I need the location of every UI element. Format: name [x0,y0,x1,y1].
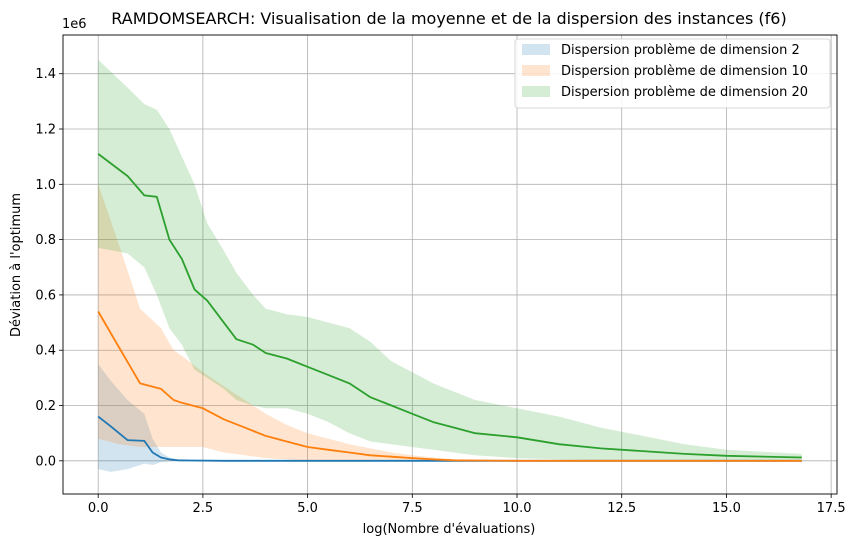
mean-line-3 [97,153,802,459]
y-axis-title: Déviation à l'optimum [9,193,24,337]
legend-swatch [522,44,550,55]
x-tick-label: 5.0 [297,501,318,516]
x-tick-label: 12.5 [607,501,636,516]
chart-title: RAMDOMSEARCH: Visualisation de la moyenn… [111,9,786,28]
y-tick-label: 0.0 [35,454,56,469]
x-tick-label: 15.0 [712,501,741,516]
x-axis: 0.0 2.5 5.0 7.5 10.0 12.5 15.0 17.5 [88,494,846,516]
legend-swatch [522,86,550,97]
y-axis: 0.0 0.2 0.4 0.6 0.8 1.0 1.2 1.4 [35,67,63,469]
legend-label: Dispersion problème de dimension 2 [561,43,800,58]
x-axis-title: log(Nombre d'évaluations) [363,522,536,537]
mean-line-2 [97,311,802,462]
legend-frame [514,38,831,109]
y-tick-label: 0.6 [35,288,56,303]
mean-line-1 [97,415,802,462]
x-tick-label: 0.0 [88,501,109,516]
plot-frame [62,34,838,495]
mean-lines [97,153,802,462]
legend-label: Dispersion problème de dimension 20 [561,85,808,100]
y-tick-label: 1.2 [35,123,56,138]
x-tick-label: 17.5 [817,501,846,516]
dispersion-band-1 [98,364,802,472]
legend-label: Dispersion problème de dimension 10 [561,64,808,79]
y-tick-label: 1.4 [35,67,56,82]
legend: Dispersion problème de dimension 2 Disper… [514,38,831,109]
dispersion-band-3 [98,59,802,461]
y-tick-label: 1.0 [35,178,56,193]
x-tick-label: 7.5 [402,501,423,516]
legend-swatch [522,65,550,76]
y-tick-label: 0.2 [35,399,56,414]
y-tick-label: 0.8 [35,233,56,248]
x-tick-label: 10.0 [503,501,532,516]
y-tick-label: 0.4 [35,344,56,359]
y-offset-label: 1e6 [62,17,87,32]
dispersion-bands [98,59,802,472]
x-tick-label: 2.5 [193,501,214,516]
dispersion-band-2 [98,184,802,461]
